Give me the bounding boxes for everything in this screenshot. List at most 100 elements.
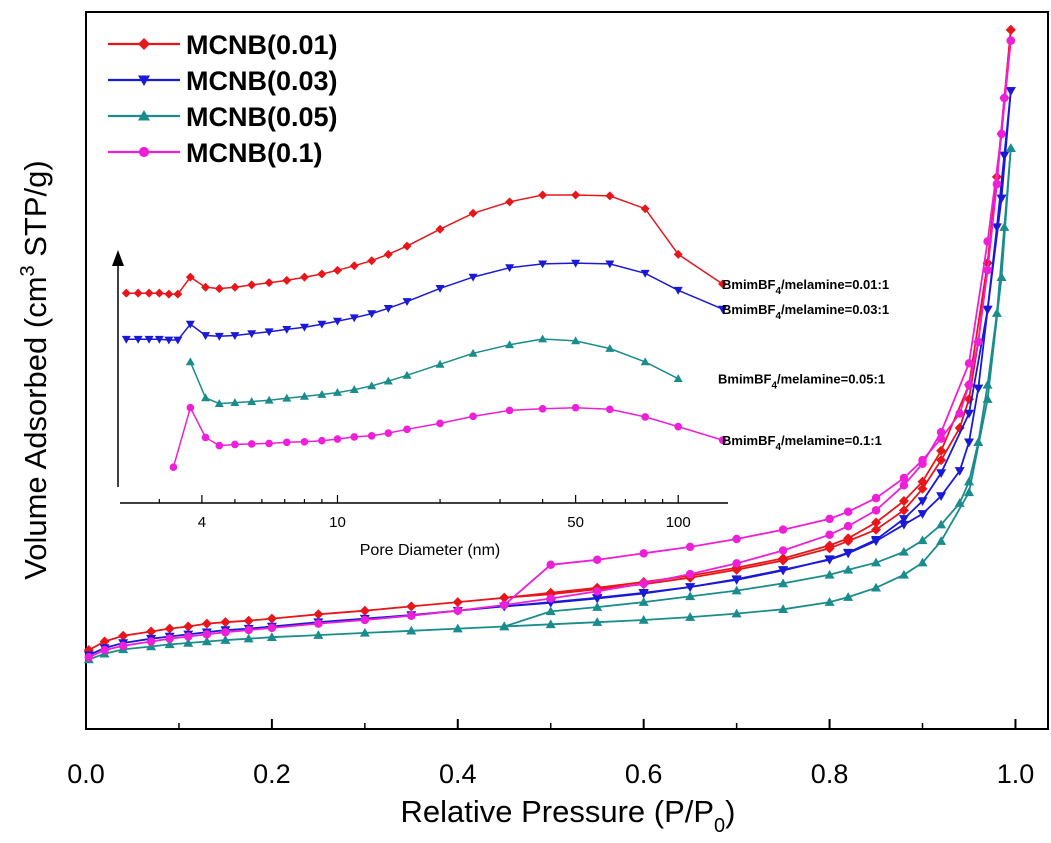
main-x-axis-ticks: 0.0 0.2 0.4 0.6 0.8 1.0 bbox=[67, 719, 1034, 789]
inset-data-point bbox=[435, 284, 445, 293]
main-data-point bbox=[917, 535, 928, 545]
inset-data-point bbox=[640, 357, 650, 366]
main-data-point bbox=[898, 546, 909, 556]
main-data-point bbox=[359, 605, 370, 616]
inset-data-point bbox=[332, 265, 342, 275]
legend-swatch-marker bbox=[138, 110, 150, 121]
main-data-point bbox=[638, 597, 649, 606]
main-data-point bbox=[685, 569, 695, 579]
main-data-point bbox=[452, 623, 463, 633]
inset-series-label: BmimBF4/melamine=0.01:1 bbox=[722, 277, 889, 297]
inset-data-point bbox=[231, 440, 239, 449]
inset-data-point bbox=[169, 463, 178, 472]
main-data-point bbox=[898, 569, 909, 579]
inset-data-point bbox=[367, 381, 377, 390]
main-data-point bbox=[871, 506, 881, 515]
main-data-point bbox=[871, 517, 882, 528]
main-data-point bbox=[118, 630, 129, 641]
main-data-point bbox=[899, 473, 909, 483]
main-data-point bbox=[731, 608, 742, 618]
inset-x-tick-label: 4 bbox=[198, 514, 206, 531]
legend-swatch-marker bbox=[138, 75, 150, 86]
main-data-point bbox=[824, 543, 835, 554]
inset-x-tick-label: 50 bbox=[567, 514, 584, 531]
inset-data-point bbox=[571, 190, 581, 200]
main-data-point bbox=[936, 536, 947, 545]
inset-data-point bbox=[505, 264, 515, 273]
main-data-point bbox=[638, 589, 649, 599]
inset-data-point bbox=[154, 335, 164, 344]
main-data-point bbox=[146, 626, 157, 637]
inset-data-point bbox=[144, 288, 154, 298]
main-data-point bbox=[843, 536, 854, 547]
main-x-tick-label: 0.6 bbox=[625, 759, 663, 789]
inset-pore-size-plot: 4 10 50 100 Pore Diameter (nm) BmimBF4/mela… bbox=[112, 190, 889, 559]
main-data-point bbox=[871, 524, 882, 535]
main-data-point bbox=[685, 612, 696, 621]
main-data-point bbox=[164, 639, 175, 649]
inset-data-point bbox=[214, 284, 224, 294]
legend-label: MCNB(0.05) bbox=[186, 102, 338, 132]
main-data-point bbox=[973, 384, 984, 394]
inset-data-point bbox=[673, 374, 683, 383]
inset-data-point bbox=[299, 272, 309, 282]
inset-data-point bbox=[164, 336, 174, 345]
inset-data-point bbox=[133, 335, 143, 344]
inset-data-point bbox=[133, 288, 143, 298]
inset-series-labels: BmimBF4/melamine=0.01:1 BmimBF4/melamine=… bbox=[718, 277, 889, 453]
inset-data-point bbox=[230, 398, 240, 406]
inset-data-point bbox=[718, 305, 728, 314]
inset-data-point bbox=[201, 332, 211, 340]
main-data-point bbox=[221, 627, 230, 637]
main-data-point bbox=[824, 597, 835, 606]
inset-data-point bbox=[264, 328, 274, 337]
inset-data-point bbox=[332, 317, 342, 326]
inset-data-point bbox=[215, 441, 224, 450]
main-data-point bbox=[1005, 24, 1016, 35]
inset-series-line bbox=[172, 405, 723, 468]
inset-data-point bbox=[282, 438, 291, 447]
inset-data-point bbox=[214, 399, 224, 407]
main-data-point bbox=[899, 480, 909, 490]
legend-label: MCNB(0.01) bbox=[186, 30, 338, 60]
main-data-point bbox=[778, 546, 788, 555]
inset-data-point bbox=[538, 190, 548, 200]
inset-series-0 bbox=[121, 190, 728, 299]
main-data-point bbox=[983, 265, 992, 275]
main-data-point bbox=[999, 151, 1010, 161]
main-data-point bbox=[871, 557, 882, 567]
main-data-point bbox=[954, 467, 965, 476]
main-data-point bbox=[164, 623, 175, 634]
main-data-point bbox=[1005, 87, 1016, 96]
inset-data-point bbox=[468, 208, 478, 218]
inset-data-point bbox=[121, 288, 131, 298]
main-data-point bbox=[936, 434, 946, 443]
inset-data-point bbox=[673, 286, 683, 295]
main-data-point bbox=[499, 621, 510, 631]
inset-data-point bbox=[468, 273, 478, 282]
inset-data-point bbox=[505, 197, 515, 207]
main-data-point bbox=[360, 615, 370, 625]
inset-data-point bbox=[201, 393, 211, 402]
inset-series-label: BmimBF4/melamine=0.05:1 bbox=[718, 372, 885, 392]
main-data-point bbox=[202, 630, 212, 639]
main-data-point bbox=[936, 492, 947, 501]
main-data-point bbox=[918, 455, 927, 465]
inset-data-point bbox=[333, 435, 342, 443]
main-y-axis-title: Volume Adsorbed (cm3 STP/g) bbox=[17, 160, 53, 579]
main-data-point bbox=[963, 409, 974, 419]
inset-data-point bbox=[605, 344, 615, 352]
main-data-point bbox=[243, 615, 254, 626]
inset-data-point bbox=[605, 260, 615, 269]
main-data-point bbox=[996, 272, 1007, 282]
inset-data-point bbox=[282, 275, 292, 285]
main-data-point bbox=[843, 507, 853, 516]
inset-data-point bbox=[282, 326, 292, 334]
inset-data-point bbox=[214, 332, 224, 341]
inset-series-layer bbox=[121, 190, 728, 472]
main-data-point bbox=[243, 633, 254, 643]
main-data-point bbox=[999, 222, 1010, 231]
main-data-point bbox=[973, 437, 984, 446]
main-data-point bbox=[146, 641, 157, 651]
main-data-point bbox=[406, 625, 417, 635]
